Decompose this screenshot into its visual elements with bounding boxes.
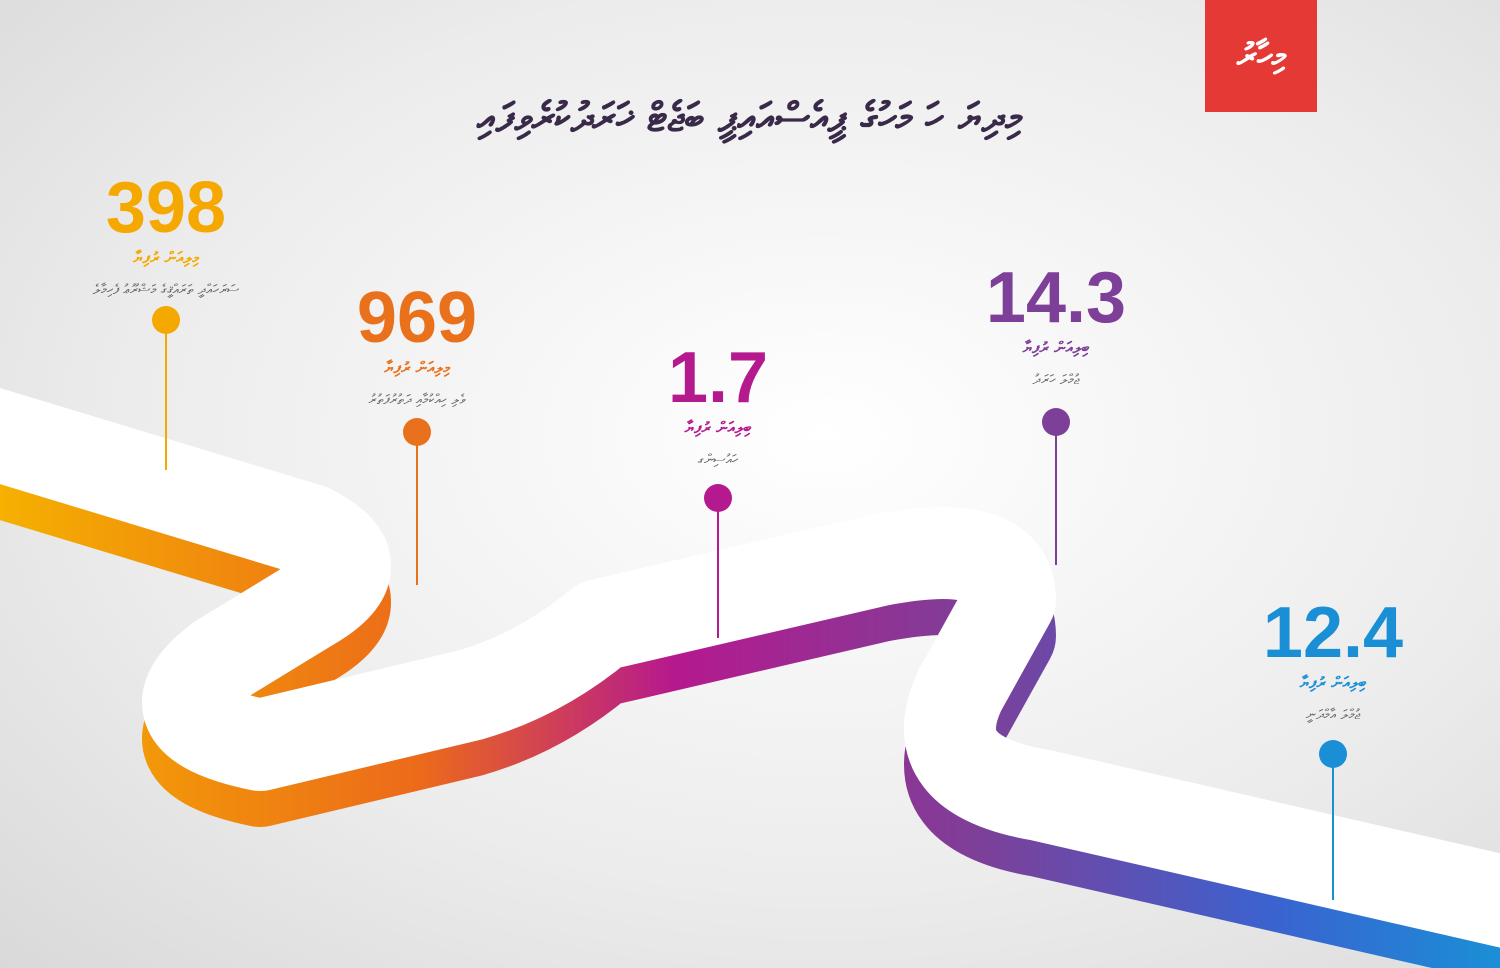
item-value: 398 bbox=[105, 168, 227, 248]
title: މިދިޔަ ހަ މަހުގެ ޕީއެސްއައިޕީ ބަޖެޓް ޚަރ… bbox=[476, 95, 1024, 141]
pin-dot bbox=[403, 418, 431, 446]
item-label: ޖުމްލަ އާމްދަނީ bbox=[1305, 707, 1361, 723]
item-unit: ބިލިއަން ރުފިޔާ bbox=[684, 418, 752, 437]
item-label: ހައުސިންގ bbox=[697, 452, 739, 468]
item-value: 969 bbox=[356, 278, 478, 358]
item: 969 މިލިއަން ރުފިޔާ ވެލި ހިއްކުމާއި ދަތުރު… bbox=[267, 280, 567, 408]
item-unit: މިލިއަން ރުފިޔާ bbox=[384, 358, 450, 377]
item-label: ވެލި ހިއްކުމާއި ދަތުރުފަތުރު bbox=[368, 392, 466, 408]
item-value: 1.7 bbox=[667, 338, 769, 418]
item-label: ސަރަހައްދީ ތަރައްޤީގެ މަޝްރޫޢު ފެހިމާލެ bbox=[92, 282, 240, 298]
item: 1.7 ބިލިއަން ރުފިޔާ ހައުސިންގ bbox=[568, 340, 868, 468]
logo: މިހާރު bbox=[1205, 0, 1317, 112]
pin-dot bbox=[1319, 740, 1347, 768]
pin-dot bbox=[1042, 408, 1070, 436]
item-value: 12.4 bbox=[1262, 593, 1404, 673]
pin-dot bbox=[704, 484, 732, 512]
item: 398 މިލިއަން ރުފިޔާ ސަރަހައްދީ ތަރައްޤީގެ … bbox=[16, 170, 316, 298]
item-unit: މިލިއަން ރުފިޔާ bbox=[133, 248, 199, 267]
item-unit: ބިލިއަން ރުފިޔާ bbox=[1022, 338, 1090, 357]
pin-dot bbox=[152, 306, 180, 334]
item: 14.3 ބިލިއަން ރުފިޔާ ޖުމްލަ ހަރަދު bbox=[906, 260, 1206, 388]
item-label: ޖުމްލަ ހަރަދު bbox=[1032, 372, 1080, 388]
item: 12.4 ބިލިއަން ރުފިޔާ ޖުމްލަ އާމްދަނީ bbox=[1183, 595, 1483, 723]
road-top bbox=[0, 387, 1500, 948]
item-value: 14.3 bbox=[985, 258, 1127, 338]
item-unit: ބިލިއަން ރުފިޔާ bbox=[1299, 673, 1367, 692]
